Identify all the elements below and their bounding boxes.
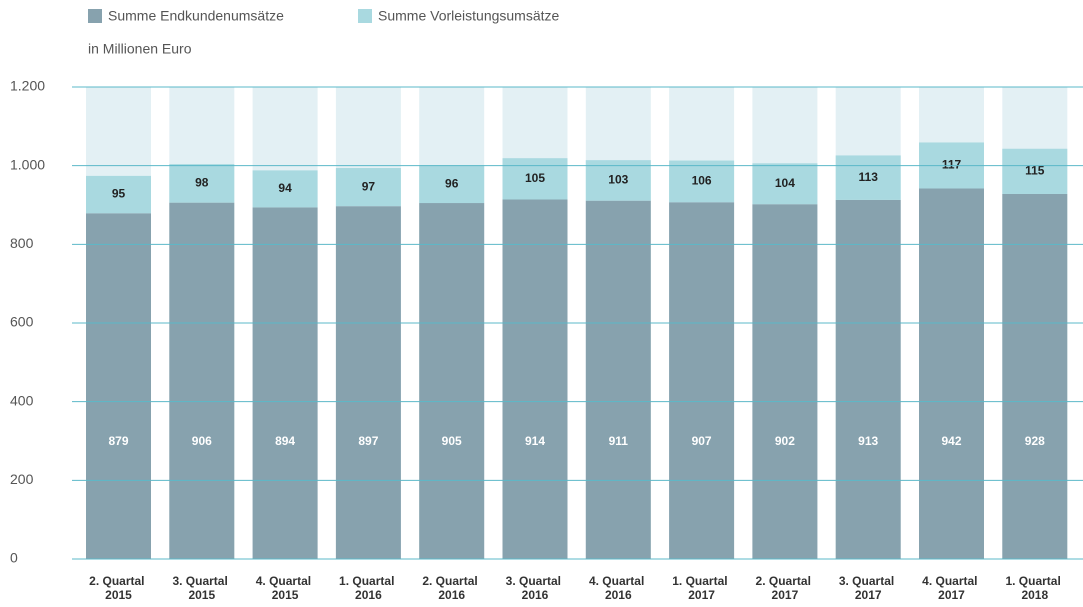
x-tick-line: 3. Quartal [506,574,565,588]
bar-segment [335,206,401,559]
bar-segment [585,200,651,559]
x-tick-line: 1. Quartal [672,574,731,588]
value-label: 894 [275,434,295,448]
value-label: 104 [775,176,795,190]
x-tick-line: 2. Quartal [89,574,148,588]
x-tick-label: 4. Quartal 2015 [256,574,315,602]
x-tick-line: 1. Quartal [1005,574,1064,588]
value-label: 96 [445,176,459,190]
y-tick-label: 1.000 [10,156,45,172]
bar-segment [252,170,318,208]
value-label: 97 [362,179,376,193]
value-label: 897 [358,434,378,448]
x-tick-line: 4. Quartal [256,574,315,588]
y-tick-label: 400 [10,392,34,408]
value-label: 106 [692,174,712,188]
value-label: 95 [112,187,126,201]
x-tick-label: 1. Quartal 2017 [672,574,731,602]
value-label: 117 [942,158,962,172]
x-tick-label: 3. Quartal 2015 [172,574,231,602]
y-tick-label: 600 [10,314,34,330]
x-tick-line: 3. Quartal [839,574,898,588]
x-tick-line: 2016 [438,588,465,602]
value-label: 115 [1025,164,1045,178]
bar-segment [919,188,984,560]
legend-swatch [358,9,372,23]
y-tick-label: 200 [10,471,34,487]
x-tick-label: 2. Quartal 2017 [756,574,815,602]
x-tick-line: 2015 [188,588,215,602]
x-tick-line: 2016 [605,588,632,602]
bar-segment [502,158,568,200]
bar-segment [669,202,735,559]
bar-segment [169,164,235,203]
value-label: 905 [442,434,462,448]
x-tick-label: 3. Quartal 2016 [506,574,565,602]
x-tick-label: 2. Quartal 2015 [89,574,148,602]
bar-segment [419,165,485,204]
value-label: 879 [108,434,128,448]
value-label: 906 [192,434,212,448]
y-tick-label: 0 [10,550,18,566]
value-label: 94 [278,181,292,195]
x-tick-label: 3. Quartal 2017 [839,574,898,602]
value-label: 914 [525,434,545,448]
value-label: 103 [608,173,628,187]
bar-segment [1002,148,1068,194]
x-tick-label: 2. Quartal 2016 [422,574,481,602]
bar-segment [752,163,818,205]
x-tick-line: 2018 [1021,588,1048,602]
x-tick-line: 2017 [855,588,882,602]
bar-segment [585,160,651,201]
bar-segment [835,155,901,200]
x-tick-line: 1. Quartal [339,574,398,588]
bar-segment [86,175,151,214]
x-tick-label: 4. Quartal 2016 [589,574,648,602]
value-label: 105 [525,171,545,185]
bar-segment [835,199,901,560]
legend-label: Summe Vorleistungsumsätze [378,8,560,24]
value-label: 911 [609,434,629,448]
bar-segment [502,199,568,559]
x-tick-line: 4. Quartal [589,574,648,588]
value-label: 942 [941,434,961,448]
bar-segment [669,160,735,203]
x-tick-line: 2015 [272,588,299,602]
value-label: 913 [858,434,878,448]
bar-segment [86,213,151,559]
bar-segment [169,202,235,559]
y-tick-label: 800 [10,235,34,251]
x-tick-line: 2016 [522,588,549,602]
value-label: 907 [692,434,712,448]
x-tick-label: 1. Quartal 2018 [1005,574,1064,602]
x-tick-label: 1. Quartal 2016 [339,574,398,602]
x-tick-line: 4. Quartal [922,574,981,588]
bar-segment [252,207,318,560]
x-tick-line: 2. Quartal [756,574,815,588]
bar-segment [419,203,485,560]
x-tick-line: 3. Quartal [172,574,231,588]
x-tick-line: 2017 [938,588,965,602]
bar-segment [1002,193,1068,559]
legend-label: Summe Endkundenumsätze [108,8,284,24]
x-tick-line: 2017 [688,588,715,602]
value-label: 928 [1025,434,1045,448]
value-label: 113 [859,170,879,184]
bar-segment [335,168,401,207]
y-tick-label: 1.200 [10,78,45,94]
x-tick-line: 2. Quartal [422,574,481,588]
x-tick-line: 2016 [355,588,382,602]
bar-segment [752,204,818,560]
x-tick-line: 2015 [105,588,132,602]
chart-subtitle: in Millionen Euro [88,41,192,57]
x-tick-label: 4. Quartal 2017 [922,574,981,602]
x-tick-line: 2017 [772,588,799,602]
value-label: 902 [775,434,795,448]
legend-swatch [88,9,102,23]
value-label: 98 [195,176,209,190]
